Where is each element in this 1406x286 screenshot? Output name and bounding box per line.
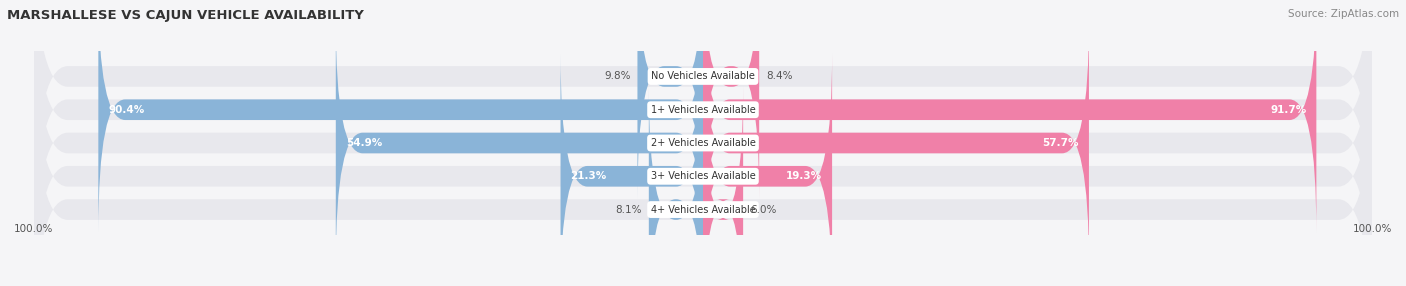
Text: 8.1%: 8.1% [616,204,643,214]
FancyBboxPatch shape [637,0,703,199]
Text: 57.7%: 57.7% [1042,138,1078,148]
Text: 3+ Vehicles Available: 3+ Vehicles Available [651,171,755,181]
Text: 1+ Vehicles Available: 1+ Vehicles Available [651,105,755,115]
Text: 100.0%: 100.0% [1353,224,1392,234]
FancyBboxPatch shape [34,53,1372,286]
Text: Source: ZipAtlas.com: Source: ZipAtlas.com [1288,9,1399,19]
FancyBboxPatch shape [336,20,703,266]
Text: 4+ Vehicles Available: 4+ Vehicles Available [651,204,755,214]
Text: 8.4%: 8.4% [766,72,793,82]
Text: 90.4%: 90.4% [108,105,145,115]
FancyBboxPatch shape [34,0,1372,286]
FancyBboxPatch shape [703,20,1088,266]
FancyBboxPatch shape [648,87,703,286]
FancyBboxPatch shape [98,0,703,233]
FancyBboxPatch shape [703,0,1316,233]
Text: MARSHALLESE VS CAJUN VEHICLE AVAILABILITY: MARSHALLESE VS CAJUN VEHICLE AVAILABILIT… [7,9,364,21]
FancyBboxPatch shape [703,0,759,199]
Text: No Vehicles Available: No Vehicles Available [651,72,755,82]
FancyBboxPatch shape [34,0,1372,266]
FancyBboxPatch shape [703,53,832,286]
Text: 19.3%: 19.3% [786,171,823,181]
Text: 21.3%: 21.3% [571,171,607,181]
Text: 2+ Vehicles Available: 2+ Vehicles Available [651,138,755,148]
FancyBboxPatch shape [703,87,744,286]
FancyBboxPatch shape [34,20,1372,286]
Text: 91.7%: 91.7% [1270,105,1306,115]
Text: 9.8%: 9.8% [605,72,631,82]
Text: 100.0%: 100.0% [14,224,53,234]
FancyBboxPatch shape [34,0,1372,233]
FancyBboxPatch shape [561,53,703,286]
Text: 6.0%: 6.0% [749,204,776,214]
Text: 54.9%: 54.9% [346,138,382,148]
